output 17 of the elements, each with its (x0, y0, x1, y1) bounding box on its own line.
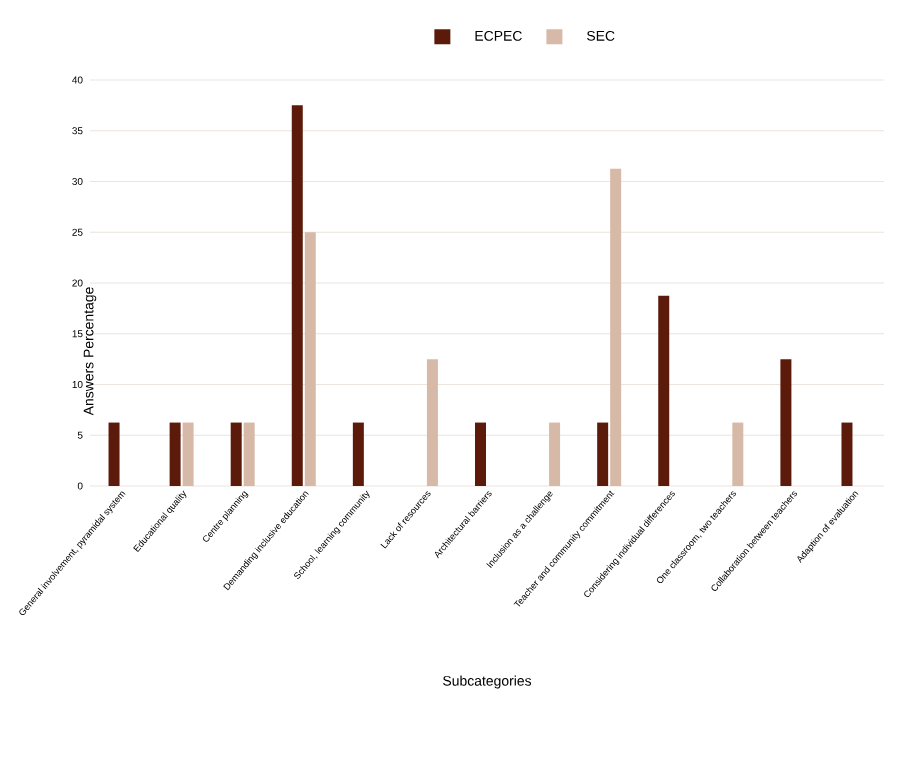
bar (780, 359, 792, 486)
bar (426, 359, 438, 486)
bar (230, 422, 242, 486)
bar (549, 422, 561, 486)
bar (841, 422, 853, 486)
bar (169, 422, 181, 486)
bar (182, 422, 194, 486)
bar (597, 422, 609, 486)
bar (291, 105, 303, 486)
bar (352, 422, 364, 486)
bar (658, 295, 670, 486)
bar (610, 168, 622, 486)
bar (108, 422, 120, 486)
bar (475, 422, 487, 486)
bar (243, 422, 255, 486)
bar (304, 232, 316, 486)
bar (732, 422, 744, 486)
